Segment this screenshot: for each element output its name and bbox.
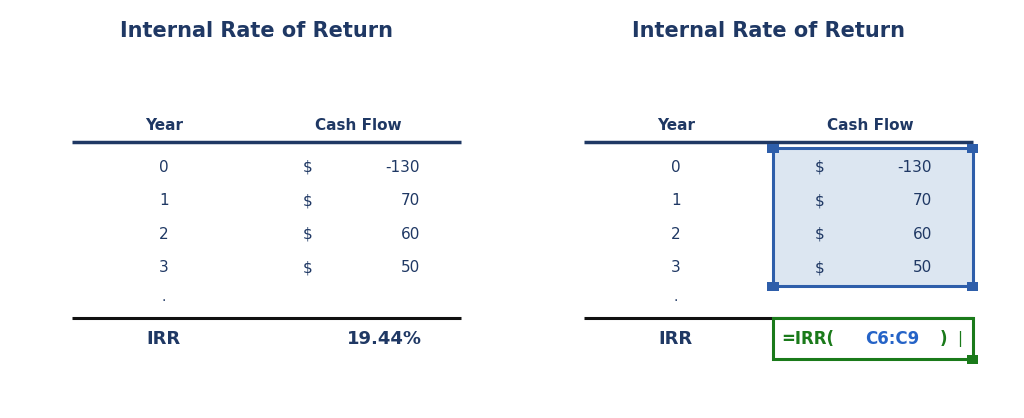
Text: $: $ [814,193,824,208]
Text: Year: Year [144,118,183,133]
Text: $: $ [302,260,312,275]
Text: Internal Rate of Return: Internal Rate of Return [632,21,904,41]
Bar [968,144,979,153]
Text: 70: 70 [912,193,932,208]
Text: 1: 1 [159,193,169,208]
Text: 50: 50 [912,260,932,275]
Text: $: $ [814,227,824,242]
Text: 2: 2 [671,227,681,242]
Text: IRR: IRR [146,329,181,348]
Text: $: $ [302,227,312,242]
Bar [773,148,973,286]
Text: 60: 60 [912,227,932,242]
Text: $: $ [814,160,824,175]
Text: Cash Flow: Cash Flow [827,118,913,133]
Text: 60: 60 [400,227,420,242]
Text: 70: 70 [400,193,420,208]
Text: 0: 0 [671,160,681,175]
Text: IRR: IRR [658,329,693,348]
Text: ): ) [940,329,947,348]
Text: =IRR(: =IRR( [780,329,834,348]
Bar [968,282,979,291]
Text: 0: 0 [159,160,169,175]
Text: 1: 1 [671,193,681,208]
Text: 19.44%: 19.44% [346,329,422,348]
Text: 3: 3 [159,260,169,275]
Bar [968,355,979,364]
Bar [773,318,973,359]
Text: C6:C9: C6:C9 [865,329,920,348]
Text: -130: -130 [897,160,932,175]
Text: Year: Year [656,118,695,133]
Text: 3: 3 [671,260,681,275]
Text: |: | [957,331,963,347]
Text: $: $ [814,260,824,275]
Bar [768,282,779,291]
Text: 2: 2 [159,227,169,242]
Text: $: $ [302,160,312,175]
Text: -130: -130 [385,160,420,175]
Text: $: $ [302,193,312,208]
Text: .: . [674,290,678,304]
Bar [768,144,779,153]
Text: Cash Flow: Cash Flow [315,118,401,133]
Text: 50: 50 [400,260,420,275]
Text: Internal Rate of Return: Internal Rate of Return [120,21,392,41]
Text: .: . [162,290,166,304]
